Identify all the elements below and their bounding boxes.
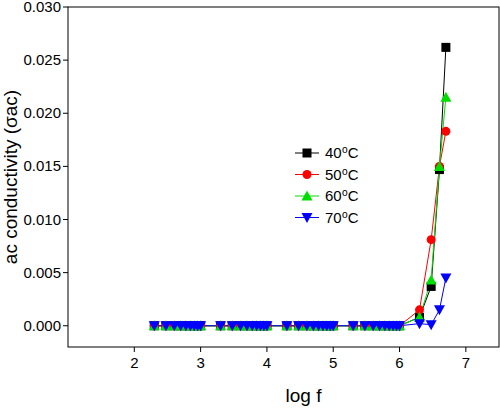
y-tick — [63, 272, 68, 273]
y-axis-title: ac conductivity (σac) — [0, 90, 21, 264]
data-point — [228, 321, 237, 330]
legend-marker — [302, 213, 313, 223]
data-point — [414, 319, 425, 329]
data-point — [435, 162, 444, 171]
data-point — [348, 321, 359, 331]
data-point — [161, 321, 170, 330]
y-tick-label: 0.030 — [23, 0, 61, 15]
x-tick-label: 6 — [395, 354, 403, 371]
y-tick — [63, 219, 68, 220]
data-point — [394, 321, 405, 331]
data-point — [294, 321, 303, 330]
data-point — [195, 321, 206, 331]
x-tick-label: 2 — [130, 354, 138, 371]
data-point — [440, 273, 451, 283]
series-line — [154, 97, 446, 325]
x-tick-label: 3 — [196, 354, 204, 371]
y-tick-label: 0.010 — [23, 211, 61, 228]
x-tick — [399, 347, 400, 352]
data-point — [149, 320, 160, 330]
data-point — [215, 320, 226, 330]
y-tick — [63, 166, 68, 167]
data-point — [426, 320, 437, 330]
data-point — [441, 127, 450, 136]
x-tick — [134, 347, 135, 352]
data-point — [150, 321, 159, 330]
data-point — [216, 321, 225, 330]
series-line — [154, 131, 446, 325]
data-point — [261, 321, 272, 331]
series-line — [154, 278, 446, 326]
y-tick — [63, 60, 68, 61]
data-point — [215, 321, 226, 331]
y-tick-label: 0.015 — [23, 157, 61, 174]
data-point — [360, 321, 369, 330]
legend-marker — [302, 191, 313, 201]
data-point — [348, 320, 359, 330]
data-point — [294, 321, 303, 330]
legend-marker — [303, 149, 312, 158]
data-point — [349, 321, 358, 330]
x-tick-label: 7 — [462, 354, 470, 371]
data-point — [161, 321, 170, 330]
data-point — [434, 305, 445, 315]
y-tick — [63, 113, 68, 114]
data-point — [328, 321, 339, 331]
y-tick-label: 0.000 — [23, 317, 61, 334]
data-point — [281, 321, 292, 331]
chart: 2 3 4 5 6 7 0.000 0.005 0.010 0.015 0.020 0.025 0.03… — [0, 0, 500, 411]
data-point — [440, 92, 451, 102]
y-tick-label: 0.005 — [23, 264, 61, 281]
data-point — [349, 321, 358, 330]
y-tick — [63, 7, 68, 8]
series-line — [154, 47, 446, 325]
legend-label: 50⁰C — [325, 166, 359, 183]
data-point — [150, 321, 159, 330]
x-tick — [200, 347, 201, 352]
y-tick-label: 0.025 — [23, 51, 61, 68]
plot-frame — [68, 7, 499, 347]
y-tick — [63, 325, 68, 326]
data-point — [441, 43, 450, 52]
plot-area — [149, 43, 452, 331]
x-tick-label: 5 — [329, 354, 337, 371]
data-point — [281, 320, 292, 330]
data-point — [282, 321, 291, 330]
data-point — [434, 161, 445, 171]
legend: 40⁰C 50⁰C 60⁰C 70⁰C — [295, 144, 359, 226]
data-point — [426, 275, 437, 285]
legend-label: 40⁰C — [325, 144, 359, 161]
data-point — [360, 321, 369, 330]
y-tick-label: 0.020 — [23, 104, 61, 121]
x-tick — [333, 347, 334, 352]
legend-marker — [303, 170, 312, 179]
x-tick — [465, 347, 466, 352]
x-tick-label: 4 — [263, 354, 271, 371]
data-point — [427, 235, 436, 244]
x-tick — [266, 347, 267, 352]
x-axis-title: log f — [286, 385, 323, 406]
data-point — [149, 321, 160, 331]
data-point — [282, 321, 291, 330]
data-point — [228, 321, 237, 330]
data-point — [216, 321, 225, 330]
legend-label: 70⁰C — [325, 209, 359, 226]
legend-label: 60⁰C — [325, 187, 359, 204]
